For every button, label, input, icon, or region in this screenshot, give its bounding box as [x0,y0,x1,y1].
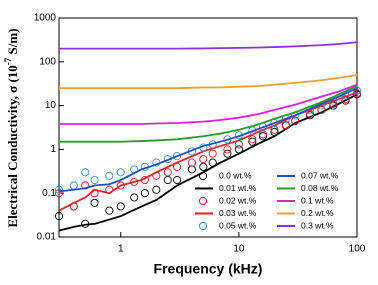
data-point [199,155,208,164]
data-point [341,95,350,104]
data-point [105,171,114,180]
data-point [54,189,64,198]
data-point [173,152,182,161]
data-line [58,91,358,212]
y-axis-label-exponent: -7 [3,57,13,65]
legend-label: 0.05 wt.% [219,220,257,230]
x-tick-label: 100 [349,244,366,255]
y-tick-label: 100 [39,56,56,67]
x-tick-label: 10 [233,244,245,255]
data-point [130,193,139,202]
data-point [163,168,172,177]
data-point [329,99,338,108]
data-point [116,202,125,211]
legend-label: 0.03 wt.% [219,208,257,218]
data-point [199,162,208,171]
x-axis-label: Frequency (kHz) [154,261,263,277]
data-point [81,168,90,177]
data-point [140,189,149,198]
legend-label: 0.1 wt.% [301,195,334,205]
data-line [59,83,358,125]
data-point [258,132,268,141]
data-point [116,168,125,177]
legend-swatch [198,171,208,181]
legend-label: 0.0 wt.% [219,170,252,180]
x-tick-label: 1 [118,244,124,255]
y-tick-label: 1 [50,144,56,155]
y-tick-label: 1000 [34,13,57,24]
data-point [90,175,99,185]
legend-label: 0.01 wt.% [219,183,257,193]
legend-label: 0.08 wt.% [301,183,339,193]
data-point [281,120,290,130]
data-line [59,85,358,143]
data-line [59,41,358,50]
plot-frame [58,17,358,238]
legend-swatch [198,196,208,206]
legend-swatch [198,221,208,231]
data-line [59,74,358,90]
y-tick-label: 0.1 [42,188,56,199]
data-line [58,87,358,193]
data-point [248,137,257,146]
data-point [187,165,196,174]
data-point [90,198,99,207]
data-point [152,185,161,194]
data-point [163,175,172,185]
legend-label: 0.02 wt.% [219,195,257,205]
data-point [116,181,125,190]
y-tick-label: 0.01 [37,232,57,243]
data-point [54,212,64,221]
legend-label: 0.2 wt.% [301,208,334,218]
y-axis-label: Electrical Conductivity, σ (10-7 S/m) [3,28,20,227]
data-point [208,149,217,158]
data-point [248,135,257,144]
y-tick-label: 10 [45,100,57,111]
data-point [54,185,64,194]
data-point [69,181,78,190]
data-point [173,175,182,185]
y-axis-label-main: Electrical Conductivity, σ (10 [5,65,20,227]
data-point [187,158,196,167]
legend-label: 0.3 wt.% [301,220,334,230]
data-point [291,116,300,125]
data-point [258,130,268,139]
data-point [105,206,114,215]
data-line [58,93,358,232]
data-point [223,145,232,154]
data-point [223,149,232,158]
legend-label: 0.07 wt.% [301,170,339,180]
y-axis-label-unit: S/m) [5,28,20,57]
